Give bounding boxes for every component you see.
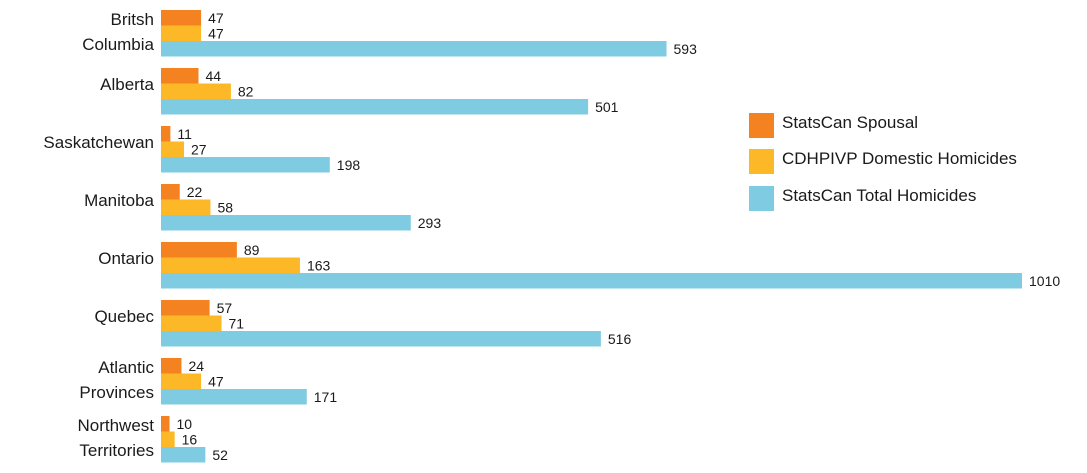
legend-label-statscan-spousal: StatsCan Spousal <box>782 113 918 132</box>
legend-swatch-statscan-total-homicides <box>749 186 774 211</box>
data-label-saskatchewan-statscan-spousal: 11 <box>177 126 192 142</box>
data-label-britsh-columbia-statscan-spousal: 47 <box>208 10 224 26</box>
bar-northwest-territories-statscan-spousal <box>161 416 170 432</box>
data-label-atlantic-provinces-statscan-spousal: 24 <box>188 358 204 374</box>
bar-alberta-cdhpivp-domestic-homicides <box>161 83 231 99</box>
data-label-alberta-statscan-spousal: 44 <box>206 68 222 84</box>
legend-label-statscan-total-homicides: StatsCan Total Homicides <box>782 186 976 205</box>
legend-label-cdhpivp-domestic-homicides: CDHPIVP Domestic Homicides <box>782 149 1017 168</box>
data-label-britsh-columbia-statscan-total-homicides: 593 <box>674 41 698 57</box>
category-label-alberta: Alberta <box>100 75 154 94</box>
legend-swatch-cdhpivp-domestic-homicides <box>749 149 774 174</box>
data-label-quebec-cdhpivp-domestic-homicides: 71 <box>229 315 245 331</box>
bar-saskatchewan-statscan-spousal <box>161 126 171 142</box>
category-labels: Britsh Columbia Alberta Saskatchewan Manitob… <box>43 10 154 460</box>
category-label-britsh-columbia-line2: Columbia <box>82 35 154 54</box>
bars-group: 4747593448250111271982258293891631010577… <box>161 10 1060 463</box>
data-label-ontario-statscan-total-homicides: 1010 <box>1029 273 1060 289</box>
bar-manitoba-statscan-total-homicides <box>161 215 411 231</box>
category-label-britsh-columbia-line1: Britsh <box>111 10 154 29</box>
data-label-northwest-territories-statscan-spousal: 10 <box>177 416 193 432</box>
category-label-saskatchewan: Saskatchewan <box>43 133 154 152</box>
data-label-manitoba-statscan-spousal: 22 <box>187 184 203 200</box>
bar-quebec-statscan-spousal <box>161 300 210 316</box>
data-label-ontario-statscan-spousal: 89 <box>244 242 260 258</box>
data-label-quebec-statscan-spousal: 57 <box>217 300 233 316</box>
bar-saskatchewan-statscan-total-homicides <box>161 157 330 173</box>
legend: StatsCan Spousal CDHPIVP Domestic Homicid… <box>749 113 1017 211</box>
data-label-alberta-cdhpivp-domestic-homicides: 82 <box>238 83 254 99</box>
bar-northwest-territories-statscan-total-homicides <box>161 447 206 463</box>
data-label-alberta-statscan-total-homicides: 501 <box>595 99 619 115</box>
data-label-northwest-territories-cdhpivp-domestic-homicides: 16 <box>182 431 198 447</box>
category-label-quebec: Quebec <box>94 307 154 326</box>
bar-atlantic-provinces-statscan-total-homicides <box>161 389 307 405</box>
data-label-northwest-territories-statscan-total-homicides: 52 <box>212 447 228 463</box>
data-label-ontario-cdhpivp-domestic-homicides: 163 <box>307 257 331 273</box>
category-label-ontario: Ontario <box>98 249 154 268</box>
legend-swatch-statscan-spousal <box>749 113 774 138</box>
bar-atlantic-provinces-statscan-spousal <box>161 358 182 374</box>
category-label-atlantic-provinces-line2: Provinces <box>79 383 154 402</box>
category-label-northwest-territories-line1: Northwest <box>77 416 154 435</box>
bar-manitoba-statscan-spousal <box>161 184 180 200</box>
bar-quebec-statscan-total-homicides <box>161 331 601 347</box>
bar-atlantic-provinces-cdhpivp-domestic-homicides <box>161 373 202 389</box>
data-label-britsh-columbia-cdhpivp-domestic-homicides: 47 <box>208 25 224 41</box>
category-label-atlantic-provinces-line1: Atlantic <box>98 358 154 377</box>
bar-saskatchewan-cdhpivp-domestic-homicides <box>161 141 185 157</box>
category-label-manitoba: Manitoba <box>84 191 154 210</box>
data-label-manitoba-cdhpivp-domestic-homicides: 58 <box>217 199 233 215</box>
bar-ontario-statscan-total-homicides <box>161 273 1022 289</box>
data-label-atlantic-provinces-cdhpivp-domestic-homicides: 47 <box>208 373 224 389</box>
data-label-atlantic-provinces-statscan-total-homicides: 171 <box>314 389 338 405</box>
bar-britsh-columbia-statscan-spousal <box>161 10 202 26</box>
bar-ontario-statscan-spousal <box>161 242 237 258</box>
bar-ontario-cdhpivp-domestic-homicides <box>161 257 300 273</box>
bar-britsh-columbia-statscan-total-homicides <box>161 41 667 57</box>
data-label-quebec-statscan-total-homicides: 516 <box>608 331 632 347</box>
data-label-saskatchewan-statscan-total-homicides: 198 <box>337 157 361 173</box>
bar-quebec-cdhpivp-domestic-homicides <box>161 315 222 331</box>
data-label-manitoba-statscan-total-homicides: 293 <box>418 215 442 231</box>
bar-alberta-statscan-total-homicides <box>161 99 589 115</box>
bar-manitoba-cdhpivp-domestic-homicides <box>161 199 211 215</box>
data-label-saskatchewan-cdhpivp-domestic-homicides: 27 <box>191 141 207 157</box>
bar-britsh-columbia-cdhpivp-domestic-homicides <box>161 25 202 41</box>
bar-northwest-territories-cdhpivp-domestic-homicides <box>161 431 175 447</box>
category-label-northwest-territories-line2: Territories <box>79 441 154 460</box>
bar-alberta-statscan-spousal <box>161 68 199 84</box>
